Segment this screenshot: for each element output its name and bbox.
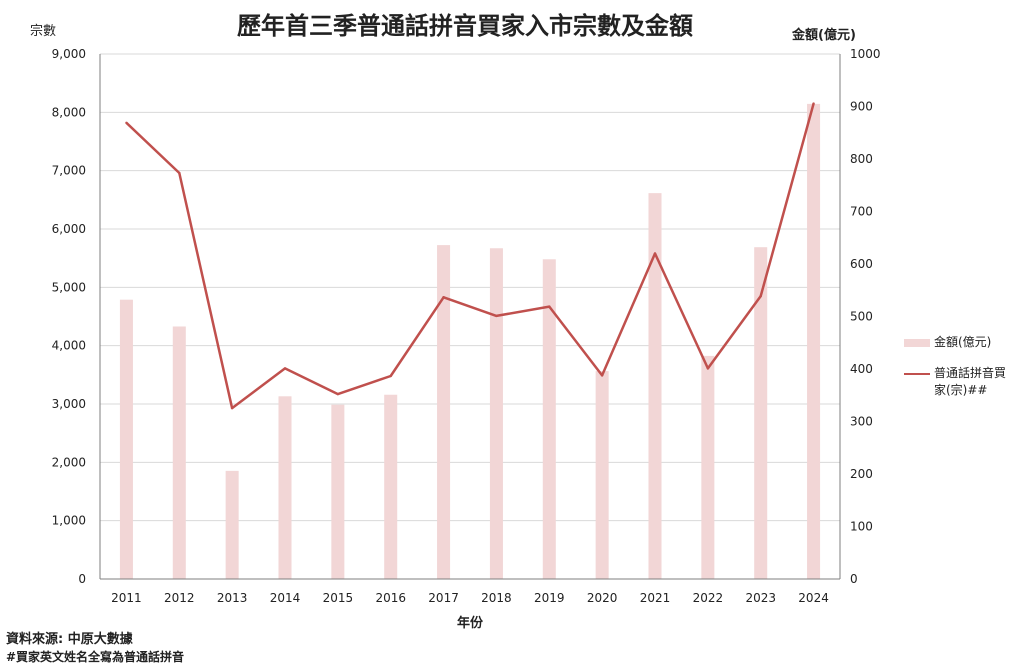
bar xyxy=(384,394,398,579)
line-point xyxy=(759,294,762,298)
y-left-tick-label: 0 xyxy=(78,572,86,586)
legend-bar-swatch xyxy=(904,339,930,347)
legend: 金額(億元) 普通話拼音買家(宗)## xyxy=(904,334,1016,413)
y-left-tick-label: 3,000 xyxy=(52,397,86,411)
legend-item-bar: 金額(億元) xyxy=(904,334,1016,351)
y-right-tick-label: 1000 xyxy=(850,47,881,61)
bar-series xyxy=(119,103,821,579)
legend-bar-label: 金額(億元) xyxy=(934,335,992,349)
y-left-tick-label: 6,000 xyxy=(52,222,86,236)
y-left-tick-label: 5,000 xyxy=(52,280,86,294)
y-left-tick-label: 8,000 xyxy=(52,105,86,119)
bar xyxy=(595,371,609,579)
bar xyxy=(648,193,662,579)
line-point xyxy=(389,374,392,378)
x-tick-label: 2012 xyxy=(164,591,195,605)
legend-line-swatch xyxy=(904,373,930,375)
x-tick-label: 2021 xyxy=(640,591,671,605)
x-axis-title: 年份 xyxy=(456,616,483,631)
y-left-tick-label: 7,000 xyxy=(52,164,86,178)
y-right-tick-label: 400 xyxy=(850,362,873,376)
y-right-tick-label: 100 xyxy=(850,520,873,534)
x-tick-label: 2019 xyxy=(534,591,565,605)
y-right-tick-label: 0 xyxy=(850,572,858,586)
legend-item-line: 普通話拼音買家(宗)## xyxy=(904,365,1016,399)
line-point xyxy=(178,171,181,175)
chart-title: 歷年首三季普通話拼音買家入市宗數及金額 xyxy=(237,11,693,40)
y-right-tick-label: 700 xyxy=(850,205,873,219)
bar xyxy=(542,259,556,579)
x-tick-label: 2023 xyxy=(745,591,776,605)
footnote: #買家英文姓名全寫為普通話拼音 xyxy=(6,650,185,664)
x-tick-label: 2011 xyxy=(111,591,142,605)
y-left-tick-label: 2,000 xyxy=(52,455,86,469)
bar xyxy=(331,404,345,579)
line-point xyxy=(600,374,604,377)
x-tick-label: 2022 xyxy=(693,591,724,605)
line-point xyxy=(336,392,340,396)
y-left-tick-label: 9,000 xyxy=(52,47,86,61)
bar xyxy=(225,470,239,579)
bar xyxy=(437,245,451,579)
bar xyxy=(119,299,133,579)
source-note: 資料來源: 中原大數據 xyxy=(6,632,133,647)
bar xyxy=(489,248,503,579)
line-point xyxy=(706,367,710,370)
tick-labels: 0 1,000 2,000 3,000 4,000 5,000 6,000 7,000 8,00… xyxy=(52,47,881,605)
x-tick-label: 2014 xyxy=(270,591,301,605)
y-left-tick-label: 1,000 xyxy=(52,514,86,528)
y-right-tick-label: 900 xyxy=(850,100,873,114)
line-point xyxy=(283,367,287,370)
axes xyxy=(99,54,841,580)
x-tick-label: 2015 xyxy=(323,591,354,605)
y-right-tick-label: 800 xyxy=(850,152,873,166)
y-right-tick-label: 500 xyxy=(850,310,873,324)
line-point xyxy=(495,314,498,318)
bar xyxy=(807,103,821,579)
x-tick-label: 2013 xyxy=(217,591,248,605)
bar xyxy=(701,355,715,579)
line-series xyxy=(125,102,815,410)
y-right-tick-label: 200 xyxy=(850,467,873,481)
line-point xyxy=(230,406,234,410)
legend-line-label: 普通話拼音買家(宗)## xyxy=(934,366,1007,397)
y-axis-right-title: 金額(億元) xyxy=(792,28,856,43)
gridlines xyxy=(100,53,840,580)
y-right-tick-label: 300 xyxy=(850,415,873,429)
bar xyxy=(754,247,768,579)
line-point xyxy=(125,121,128,125)
bar xyxy=(278,396,292,579)
bar xyxy=(172,326,186,579)
x-tick-label: 2024 xyxy=(798,591,829,605)
x-tick-label: 2018 xyxy=(481,591,512,605)
line-series-path xyxy=(125,103,815,410)
x-tick-label: 2017 xyxy=(428,591,459,605)
y-axis-left-title: 宗數 xyxy=(30,24,57,39)
line-point xyxy=(548,305,551,308)
line-point xyxy=(442,296,445,299)
x-tick-label: 2016 xyxy=(375,591,406,605)
line-point xyxy=(812,102,815,105)
line-point xyxy=(653,252,657,255)
y-right-tick-label: 600 xyxy=(850,257,873,271)
y-left-tick-label: 4,000 xyxy=(52,339,86,353)
x-tick-label: 2020 xyxy=(587,591,618,605)
